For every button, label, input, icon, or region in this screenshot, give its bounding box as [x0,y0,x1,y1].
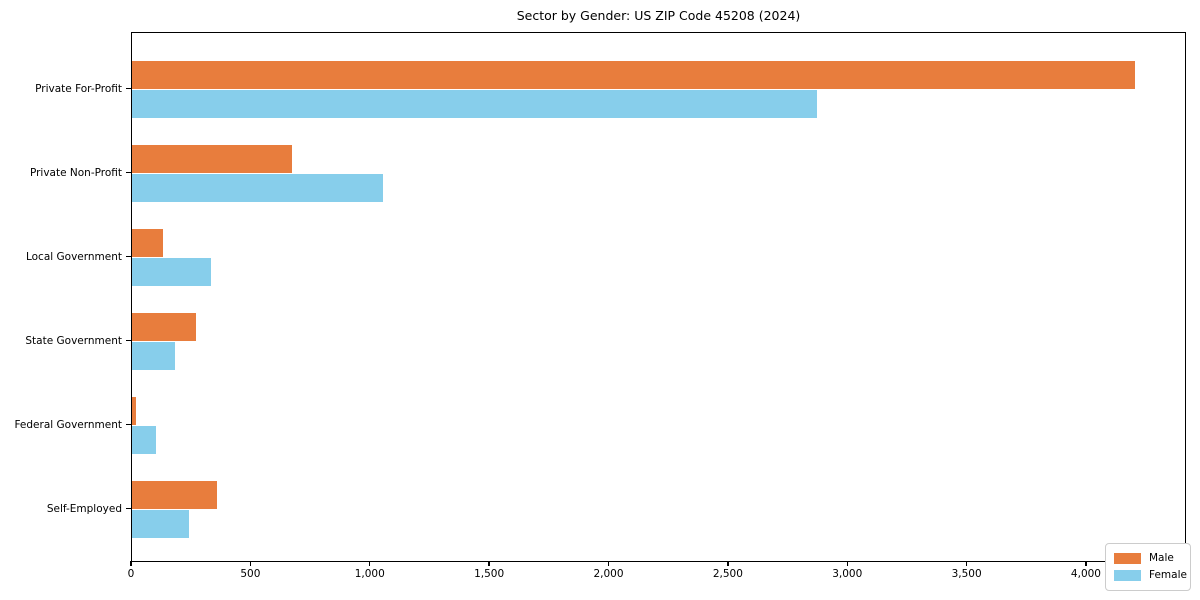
y-tick-mark [126,87,131,90]
chart-title: Sector by Gender: US ZIP Code 45208 (202… [516,8,801,23]
y-category-label: State Government [25,334,122,347]
x-tick-mark [727,561,729,566]
y-tick-mark [126,507,131,510]
bar-male-5 [132,481,217,510]
x-tick-label: 3,500 [951,568,982,580]
bar-female-5 [132,509,190,538]
legend-entry-male: Male [1114,550,1182,567]
bar-male-2 [132,229,164,258]
x-tick-label: 1,000 [354,568,385,580]
plot-area [131,32,1186,562]
x-tick-mark [488,561,490,566]
y-category-label: Self-Employed [46,502,122,515]
male-series-swatch [1114,553,1141,564]
bar-male-3 [132,313,197,342]
bar-female-2 [132,257,211,286]
bar-male-1 [132,145,292,174]
bar-female-3 [132,341,175,370]
x-tick-label: 3,000 [832,568,863,580]
x-tick-mark [607,561,610,566]
x-tick-mark [846,561,848,566]
x-tick-label: 500 [240,568,261,580]
legend: Male Female [1105,543,1191,591]
y-category-label: Private Non-Profit [29,166,122,179]
y-tick-mark [126,255,131,258]
x-tick-label: 0 [127,568,135,580]
legend-label-female: Female [1149,569,1187,581]
y-category-label: Private For-Profit [35,82,122,95]
legend-entry-female: Female [1114,567,1187,584]
y-tick-mark [126,171,131,174]
female-series-swatch [1114,570,1141,581]
x-tick-mark [249,561,252,566]
y-category-label: Local Government [25,250,122,263]
y-tick-mark [126,423,131,426]
x-tick-label: 1,500 [474,568,505,580]
x-tick-mark [130,561,132,566]
legend-label-male: Male [1149,552,1174,564]
x-tick-label: 4,000 [1070,568,1101,580]
y-category-label: Federal Government [14,418,122,431]
bar-female-1 [132,173,383,202]
bar-female-4 [132,425,156,454]
x-tick-label: 2,500 [712,568,743,580]
bar-male-0 [132,61,1135,90]
x-tick-mark [1085,561,1087,566]
x-tick-mark [369,561,371,566]
x-tick-mark [965,561,968,566]
bar-male-4 [132,397,136,426]
bar-female-0 [132,89,818,118]
y-tick-mark [126,339,131,342]
x-tick-label: 2,000 [593,568,624,580]
